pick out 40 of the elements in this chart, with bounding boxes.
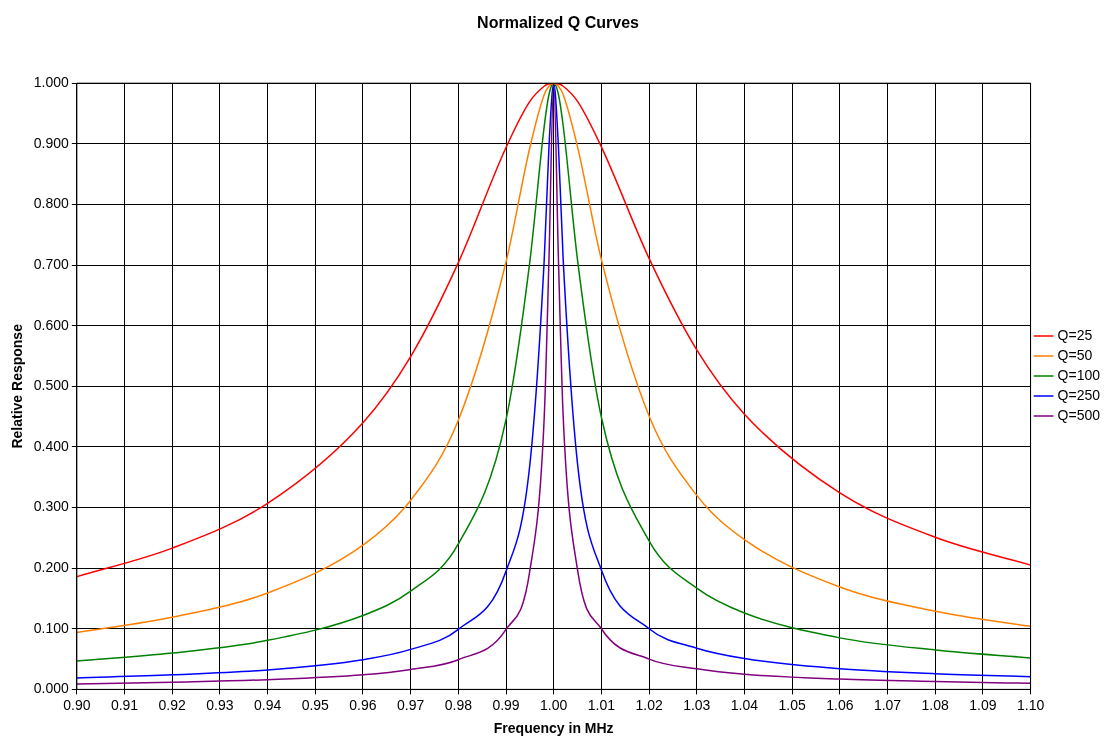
y-tick-label: 0.700 <box>33 255 70 272</box>
x-tick-label: 1.00 <box>540 696 568 713</box>
legend-label: Q=25 <box>1057 326 1093 343</box>
x-tick-label: 0.96 <box>349 696 377 713</box>
x-tick-label: 0.99 <box>492 696 520 713</box>
y-tick-label: 0.800 <box>33 195 70 212</box>
legend-label: Q=500 <box>1057 406 1101 423</box>
x-tick-label: 1.03 <box>683 696 711 713</box>
x-axis-title: Frequency in MHz <box>493 720 614 737</box>
y-tick-label: 0.200 <box>33 559 70 576</box>
y-tick-label: 1.000 <box>33 74 70 91</box>
x-tick-label: 1.07 <box>873 696 902 713</box>
x-tick-label: 1.10 <box>1016 696 1045 713</box>
y-axis-title: Relative Response <box>9 323 26 449</box>
chart-title: Normalized Q Curves <box>477 14 640 32</box>
x-tick-label: 1.08 <box>921 696 950 713</box>
legend-label: Q=50 <box>1057 346 1093 363</box>
y-tick-label: 0.100 <box>33 619 70 636</box>
legend-label: Q=250 <box>1057 386 1101 403</box>
x-tick-label: 1.02 <box>635 696 663 713</box>
x-tick-label: 0.92 <box>158 696 187 713</box>
x-tick-label: 1.06 <box>826 696 854 713</box>
x-tick-label: 0.91 <box>110 696 139 713</box>
y-tick-label: 0.500 <box>33 377 70 394</box>
y-tick-label: 0.600 <box>33 316 70 333</box>
x-tick-label: 1.04 <box>730 696 759 713</box>
x-tick-label: 0.94 <box>253 696 282 713</box>
legend-label: Q=100 <box>1057 366 1101 383</box>
x-tick-label: 0.97 <box>397 696 425 713</box>
y-tick-label: 0.900 <box>33 134 70 151</box>
y-tick-label: 0.300 <box>33 498 70 515</box>
x-tick-label: 1.09 <box>969 696 997 713</box>
x-tick-label: 1.01 <box>587 696 616 713</box>
y-tick-label: 0.400 <box>33 437 70 454</box>
x-tick-label: 0.95 <box>301 696 330 713</box>
x-tick-label: 0.93 <box>206 696 234 713</box>
x-tick-label: 0.90 <box>63 696 91 713</box>
x-tick-label: 1.05 <box>778 696 806 713</box>
y-tick-label: 0.000 <box>33 680 70 697</box>
x-tick-label: 0.98 <box>444 696 473 713</box>
